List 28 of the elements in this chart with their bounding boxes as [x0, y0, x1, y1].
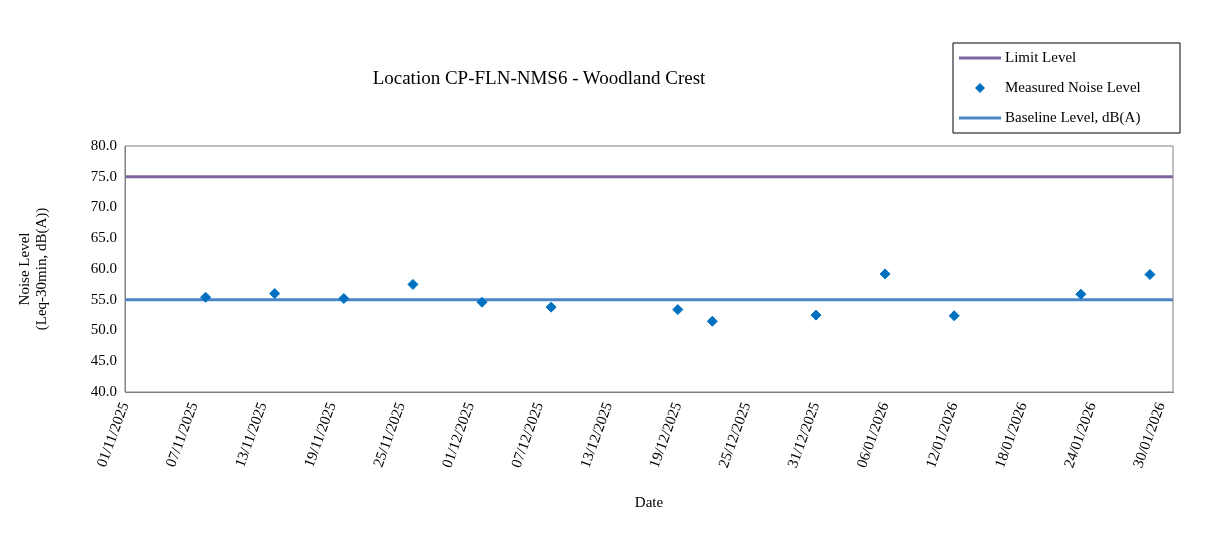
y-tick-label: 70.0 [90, 198, 117, 215]
legend-label: Measured Noise Level [1005, 78, 1141, 95]
y-tick-label: 50.0 [90, 321, 117, 338]
point [269, 288, 281, 300]
point [879, 268, 891, 280]
legend-label: Baseline Level, dB(A) [1005, 108, 1141, 126]
y-tick-label: 65.0 [90, 229, 117, 246]
point [200, 291, 212, 303]
chart-title: Location CP-FLN-NMS6 - Woodland Crest [372, 66, 707, 88]
y-tick-label: 55.0 [90, 290, 117, 307]
point [338, 293, 350, 305]
point [545, 301, 557, 313]
point [948, 310, 960, 322]
point [1144, 269, 1156, 281]
point [810, 309, 822, 321]
legend-label: Limit Level [1005, 48, 1077, 65]
point [476, 296, 488, 308]
y-tick-label: 80.0 [90, 136, 117, 153]
point [1075, 288, 1087, 300]
point [407, 278, 419, 290]
y-tick-label: 40.0 [90, 382, 117, 399]
y-tick-label: 60.0 [90, 259, 117, 276]
x-axis-title: Date [634, 493, 664, 510]
point [706, 315, 718, 327]
point [672, 304, 684, 316]
y-axis-title: Noise Level (Leq-30min, dB(A)) [16, 207, 51, 331]
y-tick-label: 75.0 [90, 167, 117, 184]
y-tick-label: 45.0 [90, 352, 117, 369]
